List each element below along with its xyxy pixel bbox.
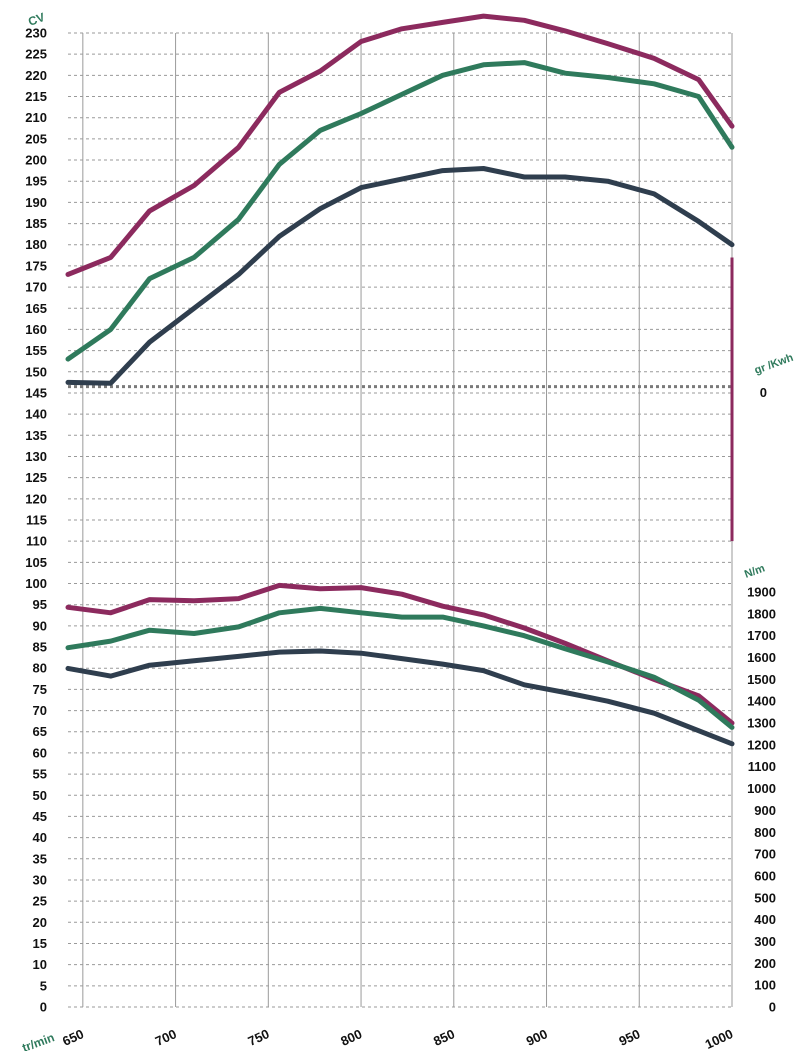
- x-axis-tick-labels: 650 700 750 800 850 900 950 1000: [60, 1026, 735, 1051]
- left-axis-tick-label: 10: [33, 957, 47, 972]
- torque-axis-tick-label: 1900: [747, 585, 776, 600]
- left-axis-tick-label: 35: [33, 851, 47, 866]
- left-axis-tick-label: 230: [25, 26, 47, 41]
- left-axis-tick-label: 80: [33, 661, 47, 676]
- torque-axis-tick-label: 1600: [747, 650, 776, 665]
- torque-axis-tick-label: 300: [754, 934, 776, 949]
- x-axis-tick-label: 650: [60, 1026, 86, 1049]
- left-axis-tick-label: 160: [25, 322, 47, 337]
- left-axis-tick-label: 155: [25, 343, 47, 358]
- left-axis-tick-label: 135: [25, 428, 47, 443]
- left-axis-tick-label: 220: [25, 68, 47, 83]
- left-axis-tick-label: 0: [40, 1000, 47, 1015]
- torque-axis-tick-label: 1000: [747, 781, 776, 796]
- x-axis-tick-label: 750: [246, 1026, 272, 1049]
- power-series-line: [65, 60, 735, 362]
- torque-series-line: [65, 605, 735, 730]
- power-series-line: [65, 166, 735, 386]
- left-axis-tick-label: 60: [33, 745, 47, 760]
- x-axis-tick-label: 700: [153, 1026, 179, 1049]
- x-axis-tick-label: 950: [617, 1026, 643, 1049]
- left-axis-tick-label: 200: [25, 153, 47, 168]
- left-axis-tick-label: 190: [25, 195, 47, 210]
- torque-axis-label: N/m: [743, 562, 767, 580]
- left-axis-tick-label: 5: [40, 978, 47, 993]
- left-axis-tick-label: 30: [33, 872, 47, 887]
- left-axis-tick-label: 45: [33, 809, 47, 824]
- torque-axis-tick-label: 200: [754, 956, 776, 971]
- left-axis-tick-label: 100: [25, 576, 47, 591]
- left-axis-tick-label: 130: [25, 449, 47, 464]
- left-axis-tick-label: 55: [33, 767, 47, 782]
- torque-axis-tick-label: 1700: [747, 628, 776, 643]
- left-axis-tick-label: 150: [25, 364, 47, 379]
- left-axis-tick-label: 105: [25, 555, 47, 570]
- left-axis-tick-label: 110: [26, 534, 47, 549]
- torque-axis-tick-label: 1500: [747, 672, 776, 687]
- torque-axis-tick-label: 800: [754, 825, 776, 840]
- torque-axis-tick-label: 600: [754, 868, 776, 883]
- right-axis-tick-labels: 0 100 200 300 400 500 600 700 800 900 1000 1100 1200…: [747, 385, 776, 1015]
- left-axis-tick-label: 205: [25, 131, 47, 146]
- x-axis-label: tr/min: [20, 1030, 56, 1051]
- torque-axis-tick-label: 1400: [747, 694, 776, 709]
- x-axis-tick-label: 1000: [703, 1026, 736, 1051]
- left-axis-tick-label: 125: [25, 470, 47, 485]
- left-axis-tick-label: 115: [26, 513, 47, 528]
- x-axis-tick-label: 800: [338, 1026, 364, 1049]
- consumption-axis-label: gr /Kwh: [753, 352, 795, 377]
- torque-axis-tick-label: 100: [754, 978, 776, 993]
- left-axis-tick-label: 90: [33, 618, 47, 633]
- left-axis-tick-label: 25: [33, 894, 47, 909]
- left-axis-tick-label: 50: [33, 788, 47, 803]
- x-axis-tick-label: 900: [524, 1026, 550, 1049]
- grid: [68, 32, 733, 1008]
- torque-axis-tick-label: 1100: [748, 759, 776, 774]
- torque-axis-tick-label: 1300: [747, 716, 776, 731]
- torque-axis-tick-label: 1800: [747, 606, 776, 621]
- left-axis-tick-label: 20: [33, 915, 47, 930]
- torque-axis-tick-label: 900: [754, 803, 776, 818]
- left-axis-tick-label: 170: [25, 280, 47, 295]
- series-lines: [65, 13, 735, 747]
- left-axis-tick-label: 175: [25, 258, 47, 273]
- x-axis-tick-label: 850: [431, 1026, 457, 1049]
- left-axis-tick-label: 165: [25, 301, 47, 316]
- left-axis-tick-label: 180: [25, 237, 47, 252]
- torque-series-line: [65, 648, 735, 747]
- left-axis-tick-label: 140: [25, 407, 47, 422]
- left-axis-tick-label: 95: [33, 597, 47, 612]
- left-axis-tick-label: 40: [33, 830, 47, 845]
- torque-axis-tick-label: 400: [754, 912, 776, 927]
- torque-axis-tick-label: 500: [754, 890, 776, 905]
- left-axis-label: CV: [26, 10, 46, 29]
- consumption-axis-tick-label: 0: [760, 385, 767, 400]
- reference-marks: [68, 257, 734, 542]
- left-axis-tick-label: 120: [25, 491, 47, 506]
- torque-axis-tick-label: 700: [754, 847, 776, 862]
- left-axis-tick-label: 70: [33, 703, 47, 718]
- left-axis-tick-label: 145: [25, 385, 47, 400]
- left-axis-tick-label: 210: [25, 110, 47, 125]
- torque-series-line: [65, 582, 735, 726]
- torque-axis-tick-label: 1200: [747, 737, 776, 752]
- power-series-line: [65, 13, 735, 277]
- left-axis-tick-label: 215: [25, 89, 47, 104]
- left-axis-tick-label: 185: [25, 216, 47, 231]
- left-axis-tick-label: 15: [33, 936, 47, 951]
- left-axis-tick-label: 75: [33, 682, 47, 697]
- left-axis-tick-label: 65: [33, 724, 47, 739]
- left-axis-tick-label: 225: [25, 47, 47, 62]
- left-axis-tick-label: 85: [33, 640, 47, 655]
- torque-axis-tick-label: 0: [769, 1000, 776, 1015]
- left-axis-tick-label: 195: [25, 174, 47, 189]
- left-axis-tick-labels: 0 5 10 15 20 25 30 35 40 45 50 55 60 65 70 75 80 85 90 95 10…: [25, 26, 47, 1015]
